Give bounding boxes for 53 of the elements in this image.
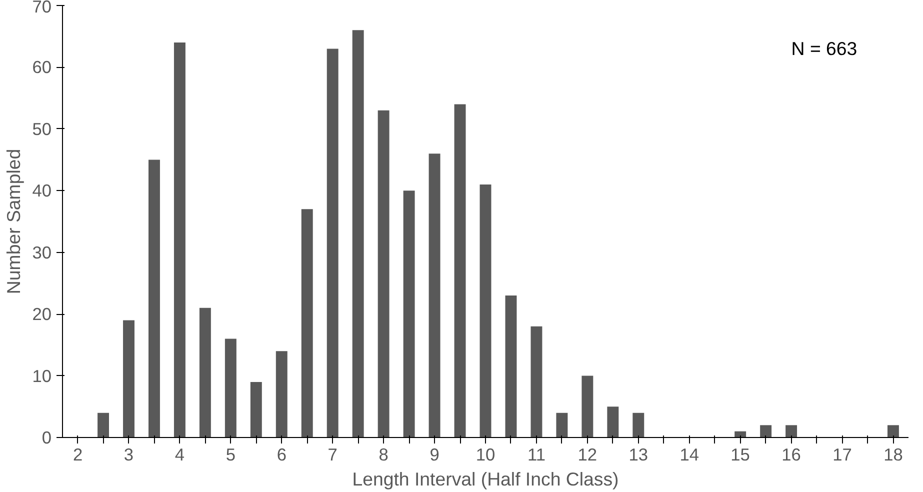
bar	[250, 382, 262, 438]
bar	[403, 190, 415, 438]
bar	[505, 296, 517, 438]
bar	[378, 110, 390, 438]
x-tick-label: 12	[578, 444, 598, 464]
y-tick-label: 20	[32, 304, 52, 324]
x-tick-label: 2	[72, 444, 83, 464]
y-tick-label: 60	[32, 57, 52, 78]
y-tick-label: 50	[32, 118, 52, 139]
bar	[98, 412, 110, 438]
bar	[174, 42, 186, 438]
y-tick-label: 30	[32, 242, 52, 262]
y-tick-label: 70	[32, 0, 52, 16]
x-tick-label: 18	[884, 444, 903, 464]
bar	[199, 308, 211, 438]
bar	[276, 351, 288, 438]
x-tick-label: 8	[378, 444, 388, 464]
x-tick-label: 6	[276, 444, 286, 464]
bar	[480, 184, 492, 438]
bar	[224, 338, 236, 438]
bar	[428, 154, 440, 438]
bar	[607, 406, 619, 438]
y-tick-label: 0	[42, 428, 52, 448]
x-tick-label: 16	[782, 444, 801, 464]
bar	[582, 376, 594, 438]
bar	[148, 160, 160, 438]
bar	[887, 425, 899, 438]
x-tick-label: 17	[832, 444, 852, 464]
x-axis-title: Length Interval (Half Inch Class)	[352, 468, 619, 490]
bar	[352, 30, 364, 438]
x-tick-label: 11	[527, 444, 546, 464]
annotation: N = 663	[791, 38, 858, 60]
bar	[454, 104, 466, 438]
bar	[786, 425, 798, 438]
bar	[326, 48, 338, 438]
x-tick-label: 5	[226, 444, 236, 464]
y-tick-label: 40	[32, 180, 52, 201]
x-tick-label: 3	[124, 444, 134, 464]
bar	[530, 326, 542, 438]
x-tick-label: 4	[174, 444, 185, 464]
x-tick-label: 13	[628, 444, 648, 464]
x-tick-label: 14	[680, 444, 700, 464]
bar	[556, 412, 568, 438]
x-tick-label: 9	[430, 444, 440, 464]
x-tick-label: 15	[730, 444, 750, 464]
x-tick-label: 7	[328, 444, 338, 464]
bar	[760, 425, 772, 438]
y-axis-title: Number Sampled	[3, 148, 24, 294]
bar	[632, 412, 644, 438]
bar	[123, 320, 134, 438]
bar	[301, 209, 313, 438]
y-tick-label: 10	[32, 366, 52, 386]
x-tick-label: 10	[476, 444, 496, 464]
